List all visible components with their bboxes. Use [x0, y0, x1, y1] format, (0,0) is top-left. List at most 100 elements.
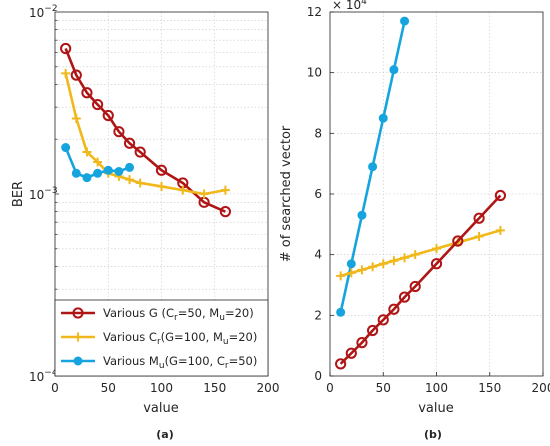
series-3-point [114, 166, 124, 176]
chart-b-ticks: 0 50 100 150 200 0 2 4 6 8 10 12 [307, 5, 550, 395]
chart-b-ylabel: # of searched vector [279, 125, 294, 262]
series-1-point [102, 109, 114, 122]
series-1-point [92, 98, 104, 111]
series-1-point [113, 126, 125, 138]
legend-marker [72, 307, 84, 319]
series-3-point [398, 291, 411, 303]
series-2-point [346, 268, 356, 278]
series-1-point [346, 259, 356, 269]
chart-a: 0 50 100 150 200 10−4 10−3 10−2 BER value (a) V… [11, 4, 279, 441]
legend-entry: Various Cr(G=100, Mu=20) [61, 330, 257, 347]
series-2-point [93, 157, 103, 167]
legend-label: Various Cr(G=100, Mu=20) [103, 330, 257, 347]
series-2-point [82, 147, 92, 157]
series-3-point [61, 143, 71, 153]
series-3 [335, 189, 506, 370]
legend-marker [73, 332, 83, 342]
y-tick-label: 10−2 [29, 4, 58, 20]
series-3-point [473, 212, 485, 224]
series-2-point [199, 189, 209, 199]
series-2-point [357, 265, 367, 275]
y-tick-label: 0 [314, 369, 322, 383]
chart-a-series [60, 42, 231, 218]
x-tick-label: 50 [101, 381, 116, 395]
y-tick-label: 6 [314, 187, 322, 201]
series-1-point [70, 69, 82, 81]
series-1-point [357, 210, 367, 220]
series-1-point [123, 137, 136, 149]
series-1-point [60, 42, 72, 55]
chart-b-multiplier: × 104 [332, 0, 367, 12]
legend-entry: Various Mu(G=100, Cr=50) [61, 354, 257, 371]
chart-b-xlabel: value [418, 401, 454, 416]
series-2-point [474, 231, 484, 241]
y-tick-label: 10−3 [29, 186, 58, 202]
series-2-point [336, 271, 346, 281]
series-2-point [495, 225, 505, 235]
series-2-point [125, 175, 135, 185]
series-3-point [93, 168, 103, 178]
series-2-point [368, 262, 378, 272]
chart-a-ticks: 0 50 100 150 200 10−4 10−3 10−2 [29, 4, 279, 395]
series-2-point [400, 253, 410, 263]
x-tick-label: 200 [257, 381, 280, 395]
x-tick-label: 50 [376, 381, 391, 395]
series-1 [60, 42, 231, 218]
series-2-point [389, 256, 399, 266]
chart-a-subcaption: (a) [156, 428, 173, 441]
series-3-point [388, 303, 400, 315]
series-2-point [157, 181, 166, 191]
x-tick-label: 100 [425, 381, 448, 395]
legend-label: Various G (Cr=50, Mu=20) [103, 306, 254, 323]
series-3-point [71, 168, 81, 178]
series-2-point [135, 178, 145, 188]
series-3 [61, 143, 135, 183]
series-1-point [81, 87, 93, 99]
series-2-point [378, 259, 388, 269]
series-3-point [367, 324, 379, 337]
series-3-point [125, 162, 135, 172]
chart-b: 0 50 100 150 200 0 2 4 6 8 10 12 × 104 # of searche… [279, 0, 550, 441]
legend-label: Various Mu(G=100, Cr=50) [103, 354, 257, 371]
series-3-point [82, 173, 92, 183]
series-1-point [400, 16, 410, 26]
chart-a-xlabel: value [143, 401, 179, 416]
chart-a-grid [54, 11, 269, 377]
y-tick-label: 2 [314, 308, 322, 322]
series-1-point [389, 65, 399, 75]
series-3-point [377, 314, 389, 326]
series-1-point [368, 162, 378, 172]
x-tick-label: 0 [326, 381, 334, 395]
x-tick-label: 100 [150, 381, 173, 395]
chart-b-subcaption: (b) [424, 428, 442, 441]
series-1-point [336, 307, 346, 317]
y-tick-label: 4 [314, 248, 322, 262]
series-2 [61, 68, 230, 199]
chart-b-series [335, 16, 506, 370]
series-3-point [409, 280, 421, 293]
x-tick-label: 0 [51, 381, 59, 395]
series-1-point [155, 164, 168, 176]
series-3-point [430, 258, 443, 270]
series-2-point [71, 113, 81, 123]
series-3-point [103, 165, 113, 175]
chart-a-legend: Various G (Cr=50, Mu=20) Various Cr(G=100… [54, 299, 269, 377]
chart-a-ylabel: BER [11, 181, 26, 207]
y-tick-label: 10−4 [29, 368, 58, 384]
y-tick-label: 12 [307, 5, 322, 19]
y-tick-label: 8 [314, 126, 322, 140]
series-3-point [335, 358, 347, 370]
series-1-point [378, 113, 388, 123]
legend-entry: Various G (Cr=50, Mu=20) [61, 306, 254, 323]
series-3-point [356, 337, 368, 349]
series-3-point [452, 235, 464, 247]
series-2-point [220, 185, 230, 195]
series-3-point [345, 347, 357, 359]
series-1-point [219, 206, 231, 218]
series-1-point [134, 146, 146, 158]
series-2-point [410, 250, 420, 260]
series-2-point [178, 185, 188, 195]
series-2-point [432, 244, 441, 254]
series-2-point [61, 68, 71, 78]
